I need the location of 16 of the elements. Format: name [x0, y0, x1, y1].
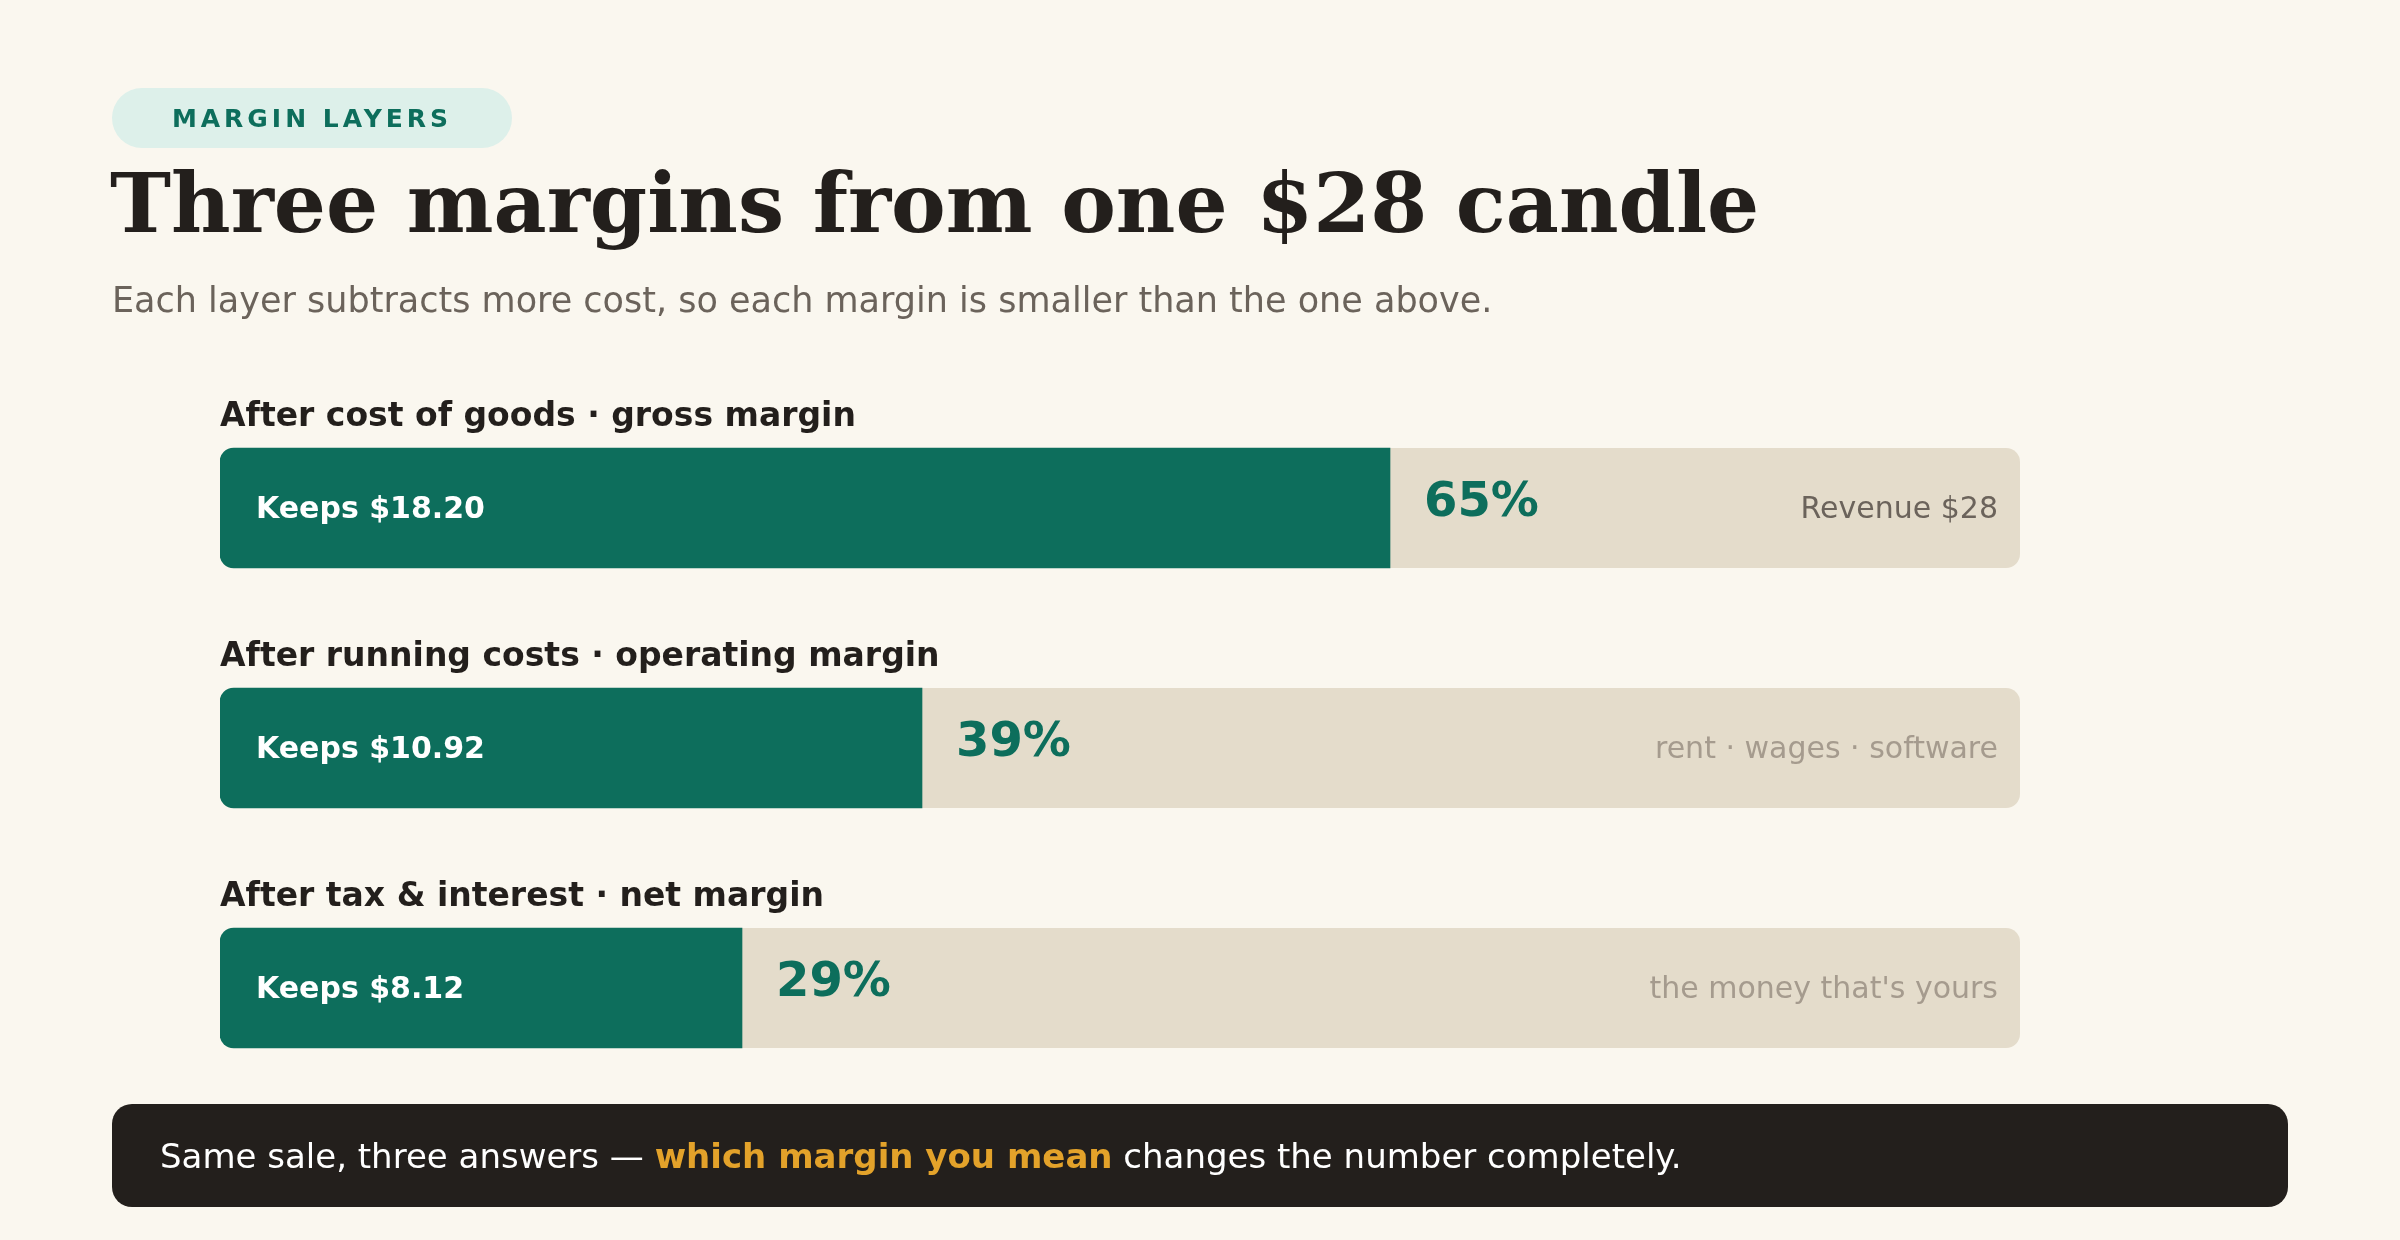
- annotation: the money that's yours: [1649, 969, 1998, 1005]
- annotation: Revenue $28: [1800, 489, 1998, 525]
- data-label: 39%: [956, 711, 1071, 767]
- chart-subtitle: Each layer subtracts more cost, so each margin is smaller than the one above.: [112, 280, 1493, 320]
- y-tick-label: After running costs · operating margin: [220, 635, 940, 674]
- y-tick-label: After tax & interest · net margin: [220, 875, 824, 914]
- y-tick-label: After cost of goods · gross margin: [220, 395, 856, 434]
- caption-panel: Same sale, three answers — which margin you mean changes the number completely.: [112, 1104, 2288, 1207]
- annotation: Keeps $8.12: [256, 969, 465, 1005]
- data-label: 29%: [776, 951, 891, 1007]
- annotation: rent · wages · software: [1654, 729, 1998, 765]
- data-label: 65%: [1424, 471, 1539, 527]
- annotation: Keeps $10.92: [256, 729, 485, 765]
- text: MARGIN LAYERS: [112, 88, 512, 148]
- chart-title: Three margins from one $28 candle: [110, 155, 1760, 251]
- annotation: Keeps $18.20: [256, 489, 485, 525]
